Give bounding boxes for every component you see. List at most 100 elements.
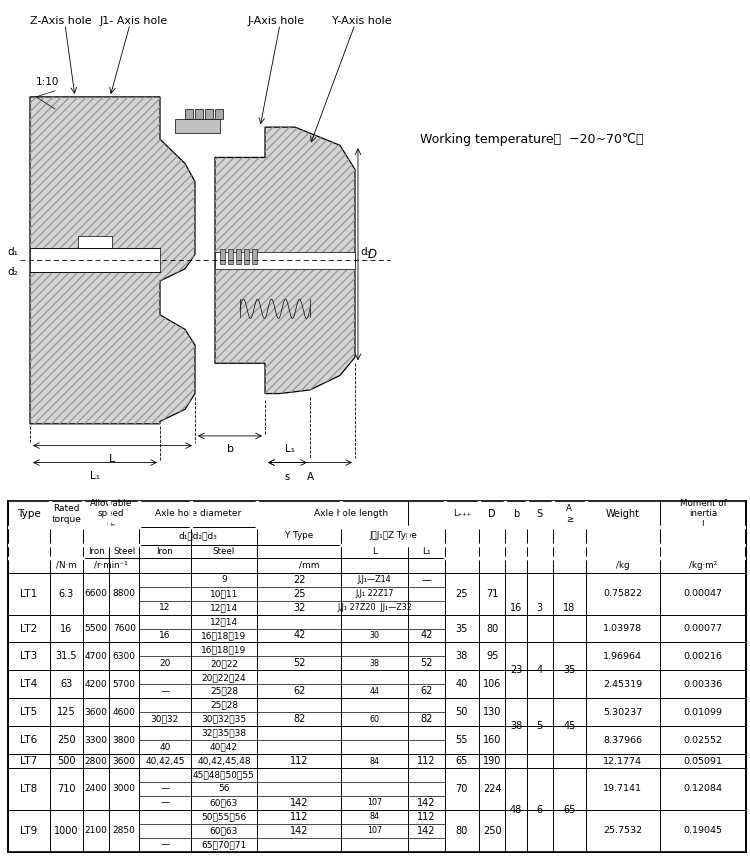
Text: /mm: /mm <box>298 561 320 570</box>
Text: 70: 70 <box>456 784 468 794</box>
Bar <box>215 109 223 119</box>
Text: 107: 107 <box>367 826 382 835</box>
Text: Iron: Iron <box>88 547 104 556</box>
Text: 142: 142 <box>290 826 308 835</box>
Text: 82: 82 <box>420 714 433 724</box>
Text: 25: 25 <box>293 589 305 598</box>
Text: LT2: LT2 <box>20 623 38 633</box>
Text: /kg·m²: /kg·m² <box>689 561 717 570</box>
Text: L₁: L₁ <box>285 444 295 455</box>
Text: 19.7141: 19.7141 <box>604 784 643 794</box>
Text: d₃: d₃ <box>360 247 370 257</box>
Text: 6.3: 6.3 <box>58 589 74 598</box>
Text: LT5: LT5 <box>20 707 38 717</box>
Text: 32、35、38: 32、35、38 <box>202 728 247 738</box>
Text: 0.01099: 0.01099 <box>683 708 722 716</box>
Text: 8800: 8800 <box>112 589 136 598</box>
Text: 20、22、24: 20、22、24 <box>202 673 246 682</box>
Text: 52: 52 <box>420 658 433 669</box>
Bar <box>220 249 225 264</box>
Text: 95: 95 <box>486 651 498 662</box>
Text: 60、63: 60、63 <box>210 799 238 807</box>
Text: /r·min⁻¹: /r·min⁻¹ <box>94 561 128 570</box>
Text: s: s <box>284 473 290 482</box>
Text: LT4: LT4 <box>20 680 38 689</box>
Text: 30、32、35: 30、32、35 <box>202 715 247 723</box>
Text: 40: 40 <box>456 680 468 689</box>
Text: 5: 5 <box>537 721 543 731</box>
Text: Z-Axis hole: Z-Axis hole <box>30 15 92 26</box>
Text: 82: 82 <box>293 714 305 724</box>
Text: 250: 250 <box>483 826 502 835</box>
Text: 55: 55 <box>455 735 468 745</box>
Bar <box>244 249 249 264</box>
Text: Working temperature：  −20~70℃。: Working temperature： −20~70℃。 <box>420 133 644 146</box>
Text: Iron: Iron <box>157 547 173 556</box>
Text: 112: 112 <box>417 811 436 822</box>
Text: 38: 38 <box>510 721 522 731</box>
Text: 8.37966: 8.37966 <box>603 735 643 745</box>
Bar <box>236 249 241 264</box>
Text: —: — <box>160 841 170 849</box>
Text: J、J₁、Z Type: J、J₁、Z Type <box>369 532 417 540</box>
Text: —: — <box>160 784 170 794</box>
Text: 12.1774: 12.1774 <box>604 757 643 765</box>
Text: 1:10: 1:10 <box>36 77 59 86</box>
Text: L: L <box>372 547 377 556</box>
Text: 16、18、19: 16、18、19 <box>201 631 247 640</box>
Text: 5500: 5500 <box>85 624 108 633</box>
Text: 65: 65 <box>456 756 468 766</box>
Text: 31.5: 31.5 <box>56 651 77 662</box>
Text: 71: 71 <box>486 589 498 598</box>
Text: 710: 710 <box>57 784 76 794</box>
Text: 16: 16 <box>159 631 170 640</box>
Text: /kg: /kg <box>616 561 630 570</box>
Text: 0.00047: 0.00047 <box>683 589 722 598</box>
Text: 5700: 5700 <box>112 680 136 689</box>
Text: b: b <box>513 509 519 519</box>
Text: LT7: LT7 <box>20 756 38 766</box>
Text: 40: 40 <box>159 743 170 752</box>
Text: 25: 25 <box>455 589 468 598</box>
Text: Type: Type <box>16 509 40 519</box>
Text: 4: 4 <box>537 665 543 675</box>
Text: /N·m: /N·m <box>56 561 76 570</box>
Text: 40,42,45: 40,42,45 <box>145 757 184 765</box>
Text: 48: 48 <box>510 805 522 815</box>
Text: 60: 60 <box>370 715 380 723</box>
Text: —: — <box>160 687 170 696</box>
Text: 16、18、19: 16、18、19 <box>201 645 247 654</box>
Text: 84: 84 <box>370 757 380 765</box>
Text: 3: 3 <box>537 603 543 613</box>
Text: 80: 80 <box>486 623 498 633</box>
Text: —: — <box>160 799 170 807</box>
Text: 45、48、50、55: 45、48、50、55 <box>193 770 255 780</box>
Bar <box>175 119 220 134</box>
Bar <box>185 109 193 119</box>
Text: 0.00216: 0.00216 <box>683 652 722 661</box>
Text: LT3: LT3 <box>20 651 38 662</box>
Text: A: A <box>307 473 314 482</box>
Text: 112: 112 <box>290 756 308 766</box>
Polygon shape <box>30 97 195 424</box>
Text: D: D <box>488 509 496 519</box>
Text: D: D <box>368 247 377 261</box>
Text: 1000: 1000 <box>54 826 79 835</box>
Text: 2.45319: 2.45319 <box>603 680 643 689</box>
Text: 3800: 3800 <box>112 735 136 745</box>
Text: 250: 250 <box>57 735 76 745</box>
Text: 16: 16 <box>510 603 522 613</box>
Text: b: b <box>226 444 233 455</box>
Text: 160: 160 <box>483 735 501 745</box>
Polygon shape <box>78 236 112 248</box>
Text: 2800: 2800 <box>85 757 107 765</box>
Text: 4600: 4600 <box>112 708 136 716</box>
Text: 1.96964: 1.96964 <box>604 652 643 661</box>
Text: 3000: 3000 <box>112 784 136 794</box>
Text: Moment of
inertia
J: Moment of inertia J <box>680 499 727 529</box>
Text: 65、70、71: 65、70、71 <box>201 841 247 849</box>
Text: 35: 35 <box>456 623 468 633</box>
Text: 12、14: 12、14 <box>210 617 238 626</box>
Text: LT6: LT6 <box>20 735 38 745</box>
Text: J,J₁—Z14: J,J₁—Z14 <box>358 575 392 584</box>
